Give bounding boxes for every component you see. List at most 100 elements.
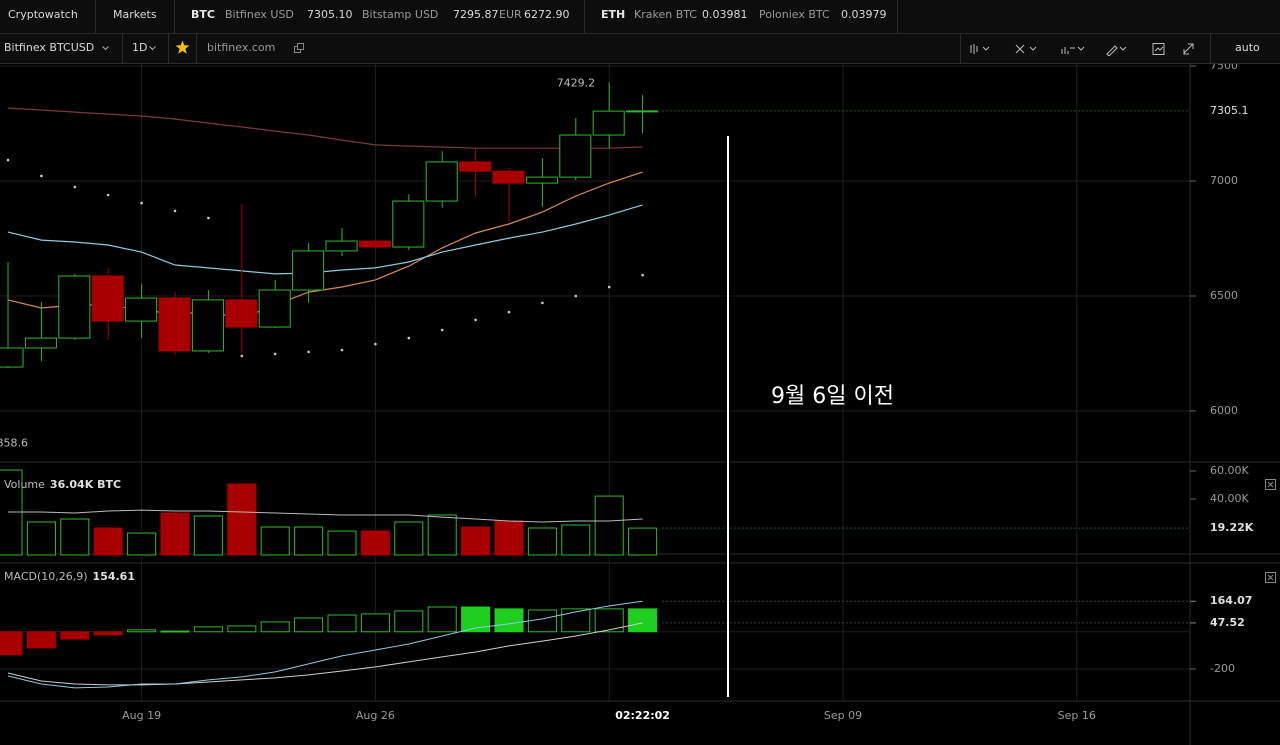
divider [897, 0, 898, 33]
asset[interactable]: ETH [601, 8, 626, 21]
volume-bar [160, 512, 190, 556]
macd-histogram [26, 631, 56, 649]
volume-bar [594, 495, 624, 556]
volume-bar [60, 518, 90, 556]
volume-bar [193, 515, 223, 556]
sar-dot [340, 348, 344, 352]
macd-histogram [294, 617, 324, 633]
candle-body [225, 299, 258, 328]
close-box [1265, 572, 1276, 583]
y-tick-label: 6500 [1210, 289, 1238, 302]
market-select[interactable]: Bitfinex BTCUSD [4, 41, 95, 54]
low-label: 5858.6 [0, 436, 28, 449]
macd-histogram [260, 621, 290, 633]
divider [95, 0, 96, 33]
top-nav: Cryptowatch Markets BTC Bitfinex USD 730… [0, 0, 1280, 34]
scale-select[interactable]: auto [1235, 41, 1260, 54]
candle-body [592, 110, 625, 136]
last-signal-label: 47.52 [1210, 616, 1245, 629]
macd-histogram [594, 608, 624, 633]
quote-price: 7295.87 [453, 8, 499, 21]
candle-body [325, 240, 358, 252]
candle-body [292, 250, 325, 291]
macd-histogram [394, 610, 424, 633]
sar-dot [574, 294, 578, 298]
macd-histogram [93, 631, 123, 636]
moving-average [7, 204, 643, 275]
quote-price: 6272.90 [524, 8, 570, 21]
macd-histogram [160, 630, 190, 633]
divider [960, 34, 961, 63]
quote-name[interactable]: Kraken BTC [634, 8, 697, 21]
sar-dot [207, 216, 210, 220]
sar-dot [173, 209, 177, 213]
volume-bar [227, 483, 257, 556]
y-tick-label: 40.00K [1210, 492, 1249, 505]
macd-histogram [561, 608, 591, 633]
panel-title-name: Volume [4, 478, 45, 491]
candle-body [24, 337, 57, 349]
divider [168, 34, 169, 63]
high-label: 7429.2 [557, 76, 596, 89]
panel-title-value: 36.04K BTC [50, 478, 121, 491]
external-icon [294, 43, 304, 53]
candle-body [425, 161, 458, 202]
annotation-text: 9월 6일 이전 [771, 384, 894, 409]
candle-body [0, 347, 24, 368]
volume-bar [494, 520, 524, 556]
volume-bar [527, 527, 557, 556]
sar-dot [240, 354, 244, 358]
quote-name[interactable]: Bitstamp USD [362, 8, 439, 21]
volume-bar [0, 469, 23, 556]
signal-line [7, 622, 643, 686]
close-cross [1267, 481, 1274, 488]
last-volume-label: 19.22K [1210, 521, 1254, 534]
candle-body [158, 297, 191, 352]
divider [174, 0, 175, 33]
panel-title: MACD(10,26,9) 154.61 [4, 570, 135, 583]
volume-bar [427, 514, 457, 556]
panel-title: Volume 36.04K BTC [4, 478, 121, 491]
x-tick-label: Aug 26 [356, 709, 395, 722]
caret [102, 46, 109, 51]
sar-dot [140, 201, 143, 205]
tool-icons[interactable] [970, 42, 1200, 56]
last-macd-label: 164.07 [1210, 594, 1252, 607]
macd-histogram [127, 629, 157, 633]
candle-body [91, 275, 124, 322]
volume-bar [294, 526, 324, 556]
close-box [1265, 479, 1276, 490]
panel-close[interactable] [1265, 479, 1276, 490]
candle-body [258, 289, 291, 328]
volume-bar [260, 526, 290, 556]
markets-link[interactable]: Markets [113, 8, 157, 21]
quote-price: 7305.10 [307, 8, 353, 21]
panel-title-name: MACD(10,26,9) [4, 570, 88, 583]
macd-histogram [0, 631, 23, 656]
x-tick-label: Sep 09 [824, 709, 862, 722]
volume-bar [327, 530, 357, 556]
sar-dot [73, 185, 77, 189]
volume-bar [360, 530, 390, 556]
quote-name[interactable]: EUR [499, 8, 522, 21]
macd-histogram [628, 608, 658, 633]
asset[interactable]: BTC [191, 8, 215, 21]
sar-dot [6, 158, 10, 162]
quote-name[interactable]: Bitfinex USD [225, 8, 294, 21]
favorite-star[interactable] [175, 40, 190, 55]
moving-average [7, 107, 643, 149]
brand[interactable]: Cryptowatch [8, 8, 78, 21]
last-price-label: 7305.1 [1210, 104, 1249, 117]
macd-histogram [60, 631, 90, 640]
panel-close[interactable] [1265, 572, 1276, 583]
interval-select[interactable]: 1D [132, 41, 148, 54]
exchange-link[interactable]: bitfinex.com [207, 41, 276, 54]
macd-histogram [327, 614, 357, 633]
candle-body [459, 161, 492, 172]
quote-name[interactable]: Poloniex BTC [759, 8, 830, 21]
y-tick-label: -200 [1210, 662, 1235, 675]
volume-bar [461, 526, 491, 556]
candle-body [125, 297, 158, 322]
